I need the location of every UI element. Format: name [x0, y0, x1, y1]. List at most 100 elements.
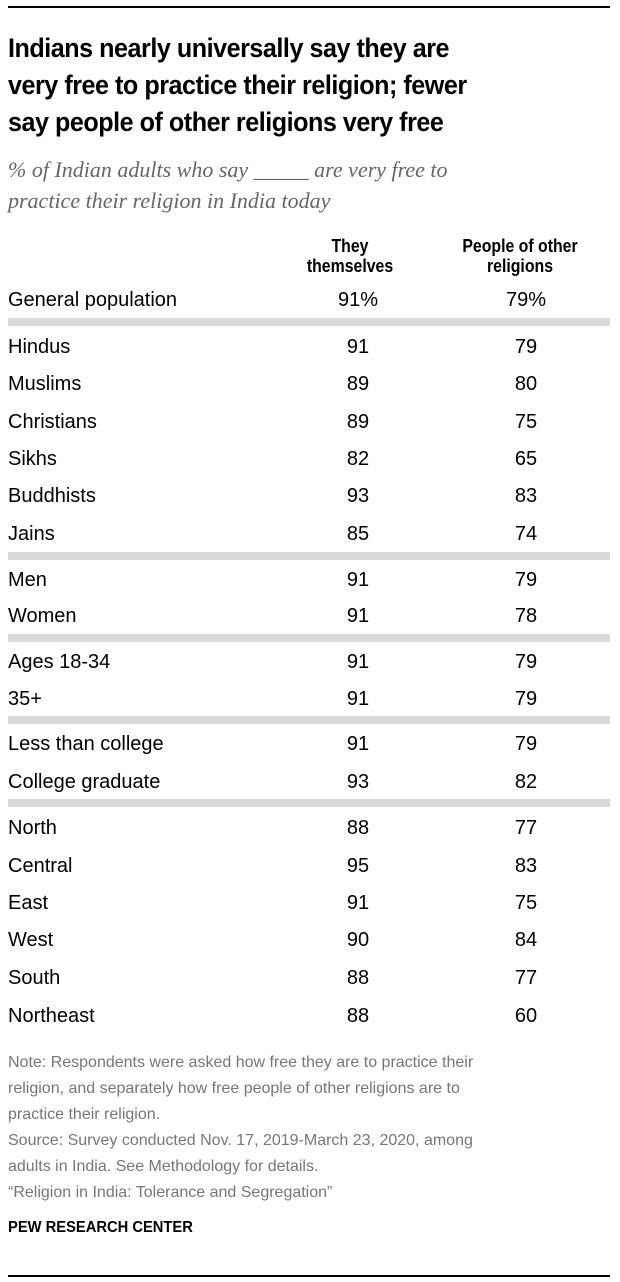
row-label: Northeast — [8, 1005, 95, 1027]
table-row: Buddhists 93 83 — [8, 481, 610, 511]
value-they-themselves: 95 — [346, 855, 370, 877]
row-label: East — [8, 892, 49, 914]
value-other-religions: 65 — [514, 448, 538, 470]
table-row: Christians 89 75 — [8, 407, 610, 437]
value-other-religions: 84 — [514, 929, 538, 951]
note-line: religion, and separately how free people… — [8, 1080, 460, 1097]
group-divider — [8, 634, 610, 642]
value-they-themselves: 88 — [346, 1005, 370, 1027]
title-line: say people of other religions very free — [8, 107, 444, 137]
row-label: Sikhs — [8, 448, 57, 470]
value-other-religions: 80 — [514, 373, 538, 395]
group-divider — [8, 552, 610, 560]
bottom-rule — [8, 1275, 610, 1277]
row-label: Central — [8, 855, 73, 877]
table-row: 35+ 91 79 — [8, 684, 610, 714]
source-note: Note: Respondents were asked how free th… — [8, 1050, 608, 1206]
value-they-themselves: 93 — [346, 771, 370, 793]
chart-subtitle: % of Indian adults who say _____ are ver… — [8, 154, 568, 216]
source-line: Source: Survey conducted Nov. 17, 2019-M… — [8, 1132, 473, 1149]
note-line: Note: Respondents were asked how free th… — [8, 1054, 474, 1071]
value-they-themselves: 93 — [346, 485, 370, 507]
table-row: North 88 77 — [8, 813, 610, 843]
group-divider — [8, 318, 610, 326]
value-they-themselves: 91 — [346, 336, 370, 358]
report-title-line: “Religion in India: Tolerance and Segreg… — [8, 1184, 333, 1201]
title-line: very free to practice their religion; fe… — [8, 70, 467, 100]
value-other-religions: 83 — [514, 855, 538, 877]
group-divider — [8, 716, 610, 724]
table-row: East 91 75 — [8, 888, 610, 918]
subtitle-line: practice their religion in India today — [8, 188, 331, 213]
table-row: West 90 84 — [8, 925, 610, 955]
value-other-religions: 82 — [514, 771, 538, 793]
value-other-religions: 79 — [514, 688, 538, 710]
column-header-line: They — [331, 236, 369, 256]
row-label: Men — [8, 569, 47, 591]
row-label: Buddhists — [8, 485, 96, 507]
table-row: Ages 18-34 91 79 — [8, 647, 610, 677]
title-line: Indians nearly universally say they are — [8, 33, 450, 63]
subtitle-line: % of Indian adults who say _____ are ver… — [8, 157, 448, 182]
value-other-religions: 79% — [505, 289, 547, 311]
row-label: Ages 18-34 — [8, 651, 111, 673]
value-they-themselves: 88 — [346, 817, 370, 839]
value-they-themselves: 88 — [346, 967, 370, 989]
row-label: General population — [8, 289, 178, 311]
chart-title: Indians nearly universally say they are … — [8, 30, 571, 141]
value-other-religions: 79 — [514, 336, 538, 358]
value-they-themselves: 91 — [346, 569, 370, 591]
row-label: Christians — [8, 411, 97, 433]
value-they-themselves: 85 — [346, 523, 370, 545]
top-rule — [8, 6, 610, 8]
value-they-themselves: 91 — [346, 605, 370, 627]
column-header-line: People of other — [462, 236, 578, 256]
value-they-themselves: 89 — [346, 373, 370, 395]
column-header-line: religions — [486, 256, 553, 276]
value-they-themselves: 91 — [346, 733, 370, 755]
value-other-religions: 79 — [514, 733, 538, 755]
table-row: Northeast 88 60 — [8, 1001, 610, 1031]
value-they-themselves: 90 — [346, 929, 370, 951]
table-row: College graduate 93 82 — [8, 767, 610, 797]
row-label: College graduate — [8, 771, 161, 793]
value-they-themselves: 91 — [346, 688, 370, 710]
note-line: practice their religion. — [8, 1106, 161, 1123]
row-label: Women — [8, 605, 77, 627]
table-row: General population 91% 79% — [8, 285, 610, 315]
source-line: adults in India. See Methodology for det… — [8, 1158, 319, 1175]
row-label: Muslims — [8, 373, 82, 395]
row-label: Jains — [8, 523, 55, 545]
table-row: Hindus 91 79 — [8, 332, 610, 362]
value-other-religions: 75 — [514, 411, 538, 433]
pew-research-center-logo: PEW RESEARCH CENTER — [8, 1219, 193, 1236]
value-they-themselves: 91 — [346, 892, 370, 914]
table-row: Sikhs 82 65 — [8, 444, 610, 474]
table-row: Women 91 78 — [8, 601, 610, 631]
table-row: Jains 85 74 — [8, 519, 610, 549]
table-row: Central 95 83 — [8, 851, 610, 881]
value-other-religions: 74 — [514, 523, 538, 545]
column-header-line: themselves — [306, 256, 394, 276]
value-they-themselves: 82 — [346, 448, 370, 470]
value-other-religions: 79 — [514, 569, 538, 591]
value-other-religions: 60 — [514, 1005, 538, 1027]
value-they-themselves: 91% — [337, 289, 379, 311]
row-label: South — [8, 967, 61, 989]
row-label: North — [8, 817, 57, 839]
value-they-themselves: 89 — [346, 411, 370, 433]
value-other-religions: 77 — [514, 817, 538, 839]
group-divider — [8, 799, 610, 807]
value-other-religions: 79 — [514, 651, 538, 673]
value-they-themselves: 91 — [346, 651, 370, 673]
table-row: Less than college 91 79 — [8, 729, 610, 759]
table-row: South 88 77 — [8, 963, 610, 993]
value-other-religions: 83 — [514, 485, 538, 507]
column-header-other-religions: People of other religions — [432, 236, 608, 276]
row-label: Less than college — [8, 733, 164, 755]
row-label: West — [8, 929, 54, 951]
row-label: Hindus — [8, 336, 71, 358]
table-row: Muslims 89 80 — [8, 369, 610, 399]
row-label: 35+ — [8, 688, 42, 710]
value-other-religions: 75 — [514, 892, 538, 914]
